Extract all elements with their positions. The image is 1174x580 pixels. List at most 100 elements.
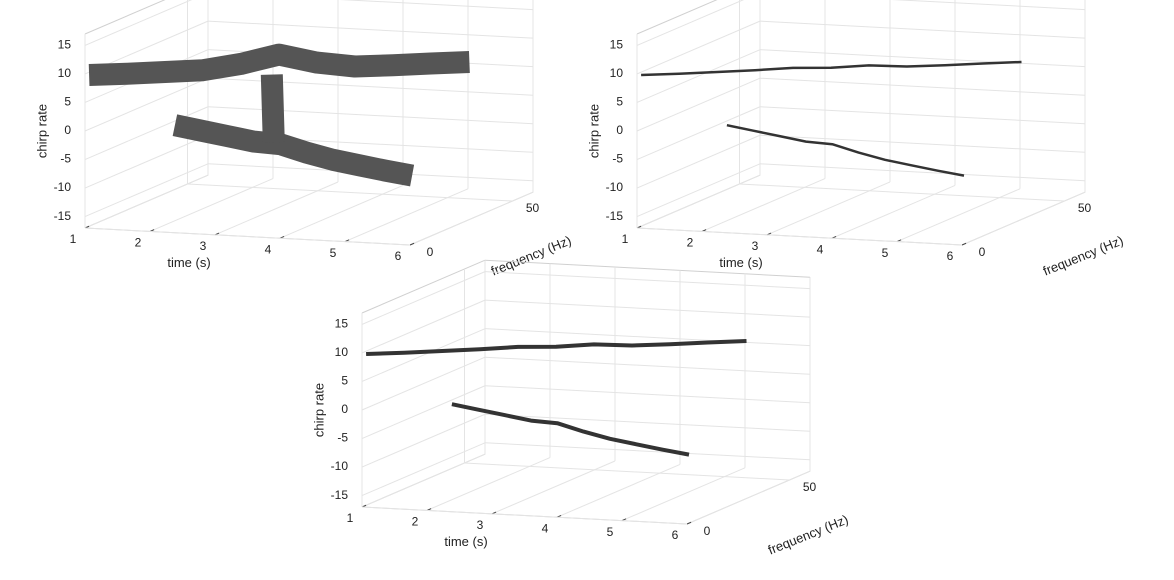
z-tick-label: -5 — [337, 431, 348, 445]
grid-line — [636, 0, 745, 46]
grid-line — [361, 453, 486, 508]
grid-line — [636, 174, 761, 229]
y-axis-label: frequency (Hz) — [766, 512, 851, 558]
y-tick-label: 50 — [803, 480, 817, 494]
z-tick-label: 5 — [64, 95, 71, 109]
grid-line — [84, 174, 209, 229]
x-tick-label: 1 — [347, 511, 354, 525]
x-tick-label: 3 — [200, 239, 207, 253]
grid-line — [361, 356, 486, 411]
surface-band — [260, 74, 285, 143]
grid-line — [484, 442, 811, 461]
x-tick-label: 6 — [672, 528, 679, 542]
x-tick-label: 4 — [542, 521, 549, 535]
z-tick-label: 15 — [58, 38, 72, 52]
x-tick-label: 2 — [412, 515, 419, 529]
z-axis-label: chirp rate — [586, 104, 601, 158]
grid-line — [207, 106, 534, 125]
grid-line — [149, 178, 274, 232]
z-axis-label: chirp rate — [311, 383, 326, 437]
grid-line — [636, 227, 963, 246]
grid-line — [484, 413, 811, 432]
box-edge — [84, 0, 166, 35]
grid-line — [701, 178, 826, 232]
surface-band — [88, 43, 470, 86]
x-tick-label: 5 — [607, 525, 614, 539]
grid-line — [759, 49, 1086, 68]
grid-line — [361, 442, 486, 497]
grid-line — [961, 191, 1086, 246]
point-cloud — [451, 402, 690, 457]
point-cloud — [366, 339, 747, 356]
grid-line — [361, 299, 486, 354]
z-tick-label: 15 — [335, 317, 349, 331]
panel: -15 -10 -5 0 5 10 15 1 2 3 4 5 6 0 50 time (s) frequency… — [34, 0, 573, 279]
grid-line — [361, 385, 486, 439]
grid-line — [621, 467, 746, 522]
y-tick-label: 0 — [704, 524, 711, 538]
grid-line — [84, 227, 411, 246]
z-tick-label: -15 — [54, 209, 72, 223]
grid-line — [891, 0, 1086, 11]
z-tick-label: 0 — [616, 123, 623, 137]
grid-line — [279, 184, 404, 239]
y-tick-label: 0 — [979, 245, 986, 259]
z-tick-label: -10 — [331, 459, 349, 473]
z-tick-label: -5 — [60, 152, 71, 166]
x-tick-label: 2 — [687, 236, 694, 250]
z-tick-label: 15 — [610, 38, 624, 52]
grid-line — [484, 385, 811, 404]
grid-line — [187, 183, 513, 202]
grid-line — [484, 356, 811, 375]
grid-line — [84, 0, 193, 46]
z-tick-label: -10 — [54, 180, 72, 194]
grid-line — [361, 506, 688, 525]
z-tick-label: 10 — [610, 66, 624, 80]
z-tick-label: -15 — [331, 488, 349, 502]
grid-line — [484, 271, 811, 290]
grid-line — [739, 183, 1065, 202]
grid-line — [344, 188, 469, 243]
tick-mark — [686, 521, 692, 525]
grid-line — [207, 77, 534, 96]
grid-line — [361, 413, 486, 468]
z-tick-label: -5 — [612, 152, 623, 166]
z-tick-label: 0 — [64, 123, 71, 137]
tick-mark — [409, 242, 415, 246]
grid-line — [84, 134, 209, 189]
x-tick-label: 6 — [395, 249, 402, 263]
z-tick-label: -10 — [606, 180, 624, 194]
grid-line — [339, 0, 534, 11]
z-tick-label: 5 — [341, 374, 348, 388]
grid-line — [636, 20, 761, 75]
grid-line — [759, 20, 1086, 39]
grid-line — [686, 470, 811, 525]
z-tick-label: 5 — [616, 95, 623, 109]
grid-line — [84, 163, 209, 218]
x-tick-label: 1 — [70, 232, 77, 246]
grid-line — [214, 181, 339, 236]
surface-band — [172, 114, 415, 187]
grid-line — [759, 77, 1086, 96]
z-axis-label: chirp rate — [34, 104, 49, 158]
grid-line — [409, 191, 534, 246]
grid-line — [464, 462, 790, 481]
x-axis-label: time (s) — [167, 255, 210, 270]
panel: -15 -10 -5 0 5 10 15 1 2 3 4 5 6 0 50 time (s) frequency… — [586, 0, 1125, 279]
point-cloud — [726, 123, 965, 177]
box-edge — [361, 259, 486, 314]
grid-line — [831, 184, 956, 239]
x-tick-label: 5 — [330, 246, 337, 260]
grid-line — [636, 134, 761, 189]
x-tick-label: 1 — [622, 232, 629, 246]
grid-line — [491, 460, 616, 515]
z-tick-label: 10 — [335, 345, 349, 359]
y-axis-label: frequency (Hz) — [1041, 233, 1126, 279]
grid-line — [426, 457, 551, 511]
grid-line — [636, 106, 761, 160]
grid-line — [759, 134, 1086, 153]
x-tick-label: 3 — [752, 239, 759, 253]
grid-line — [766, 181, 891, 236]
grid-line — [556, 463, 681, 518]
